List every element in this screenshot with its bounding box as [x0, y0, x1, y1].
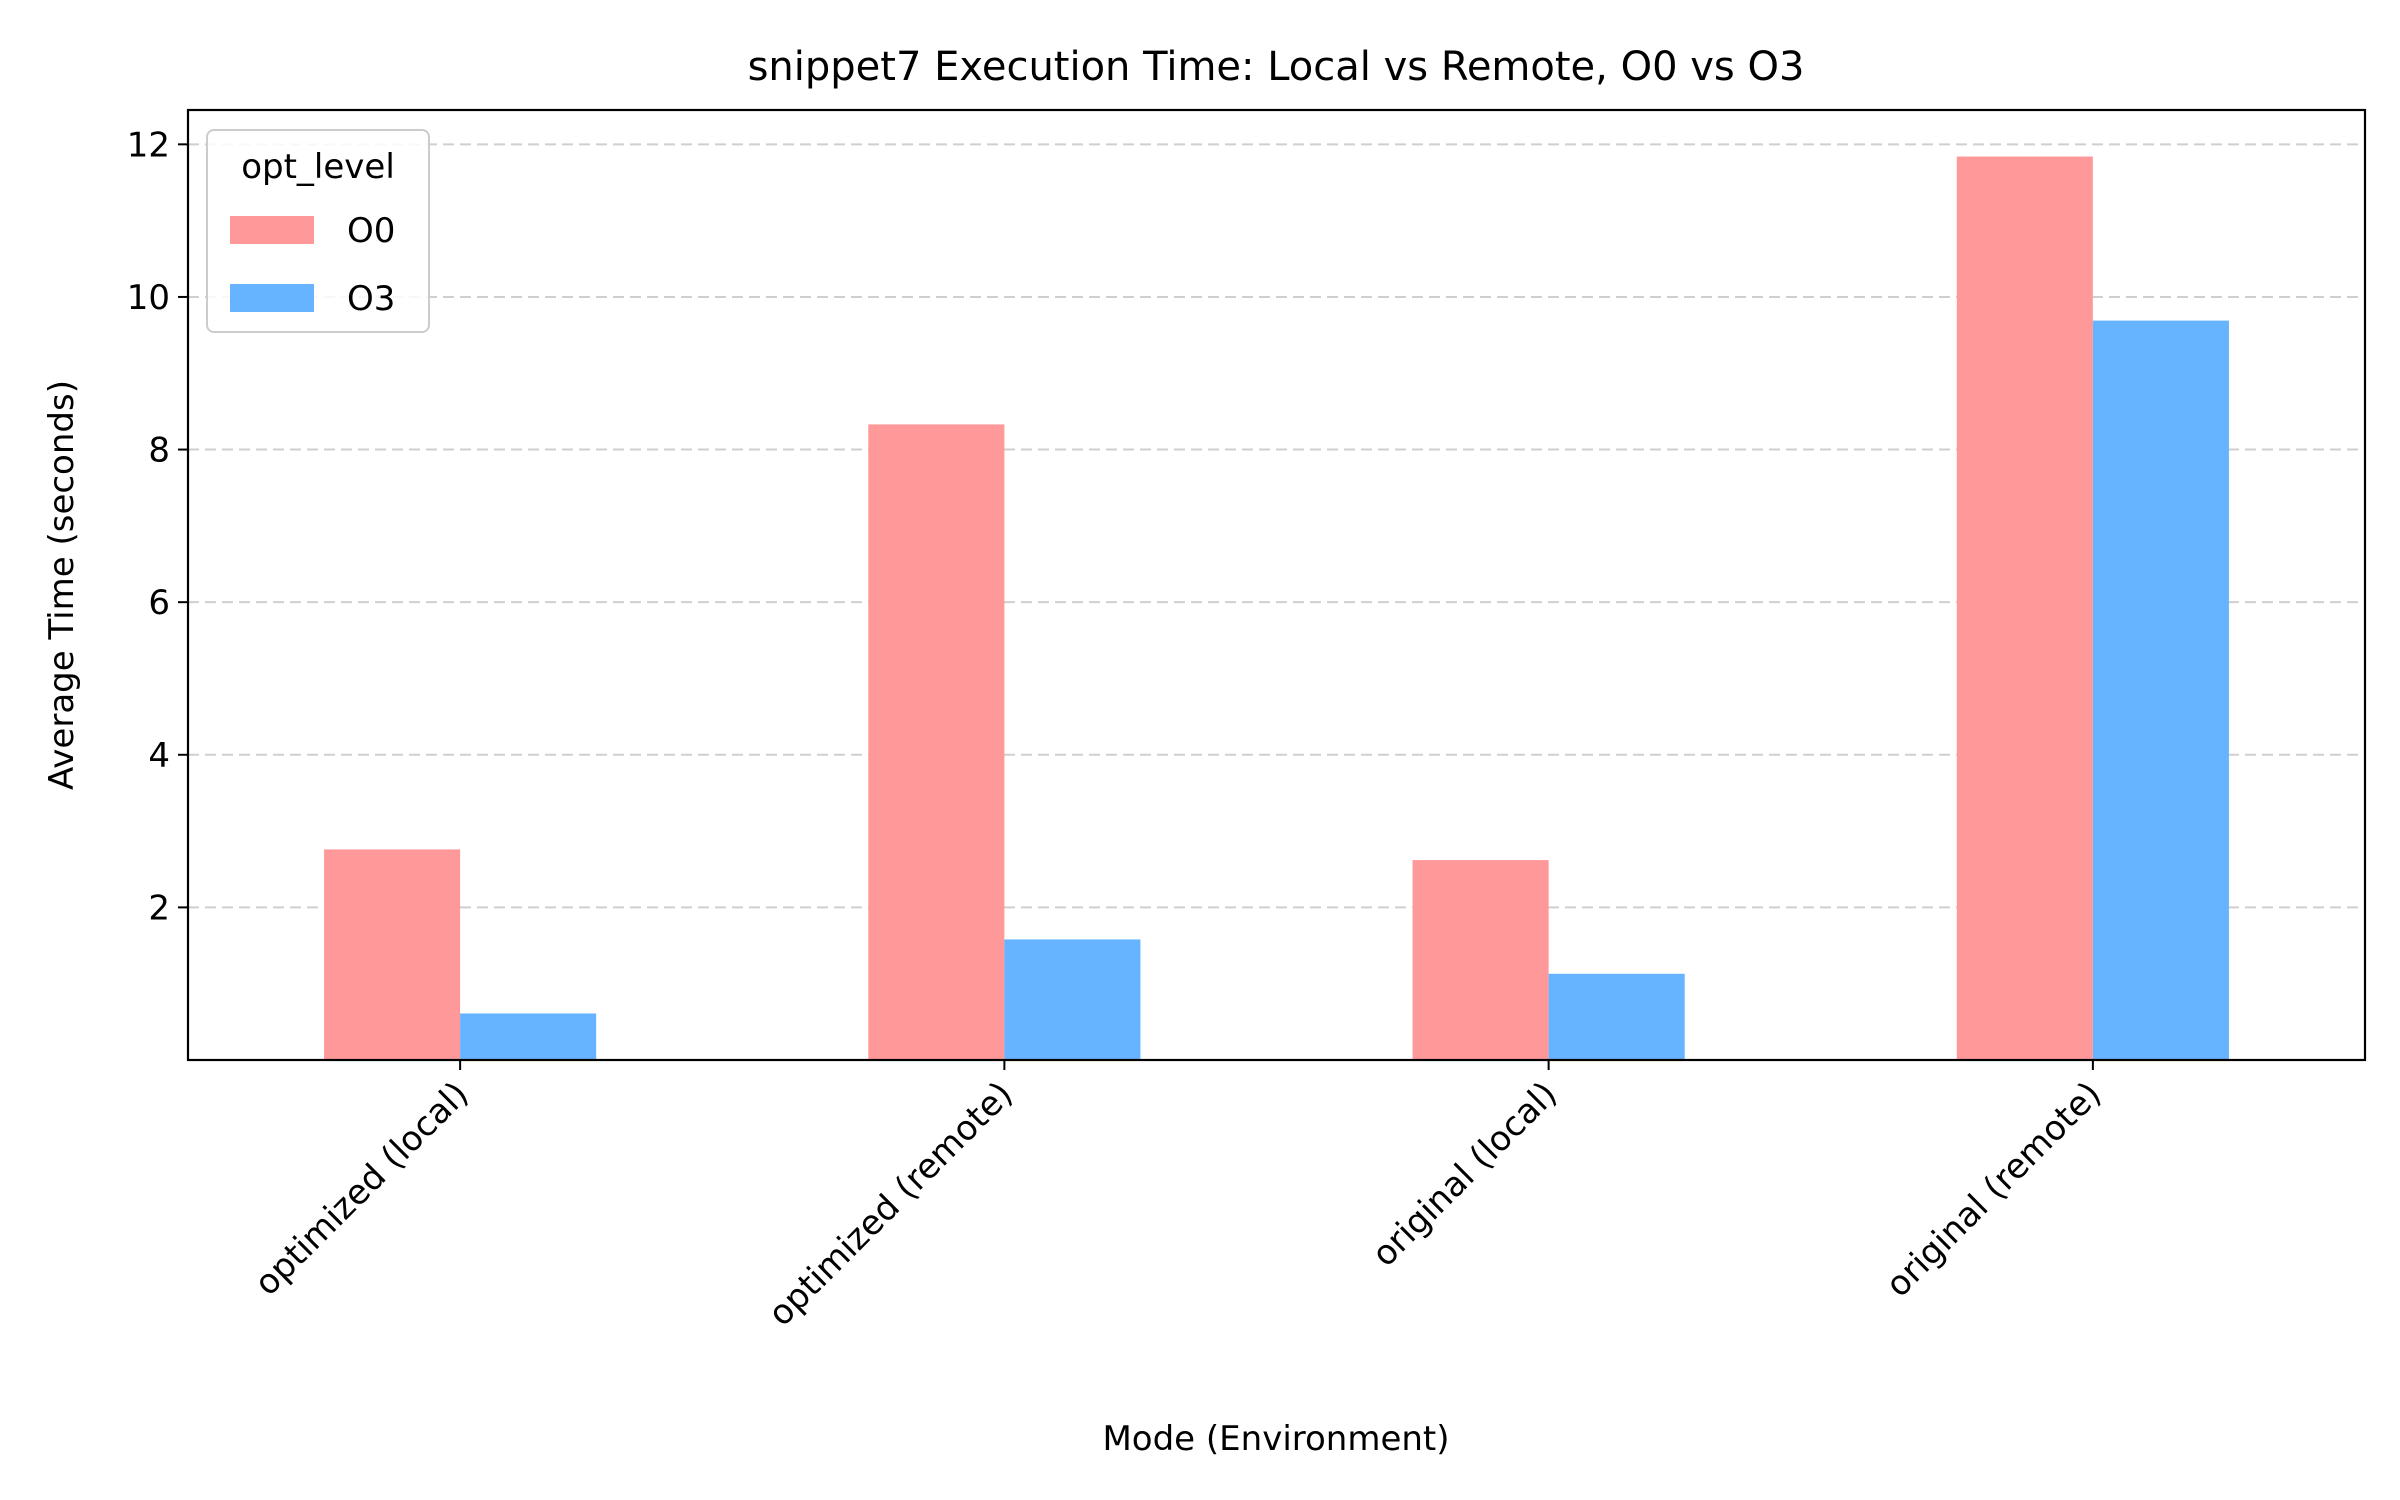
legend-swatch-o0 — [230, 216, 314, 244]
y-tick-label: 2 — [148, 888, 170, 928]
legend-swatch-o3 — [230, 284, 314, 312]
x-axis-label: Mode (Environment) — [1102, 1419, 1449, 1459]
y-axis-label: Average Time (seconds) — [42, 380, 82, 790]
bar-o0-4 — [1956, 156, 2093, 1060]
bar-o3-1 — [460, 1013, 597, 1060]
plot-frame — [186, 108, 2367, 1062]
legend: opt_level O0 O3 — [206, 129, 430, 333]
y-tick-label: 8 — [148, 431, 170, 471]
bars — [324, 156, 2229, 1060]
legend-title: opt_level — [241, 147, 395, 187]
legend-box — [206, 129, 430, 333]
y-tick-label: 12 — [127, 125, 170, 165]
y-tick-label: 6 — [148, 583, 170, 623]
chart-title: snippet7 Execution Time: Local vs Remote… — [748, 44, 1805, 90]
bar-o0-3 — [1412, 860, 1549, 1060]
bar-o0-2 — [868, 424, 1005, 1060]
y-axis: 2 4 6 8 10 12 — [127, 125, 188, 928]
legend-label-o3: O3 — [347, 279, 395, 319]
bar-o3-4 — [2092, 320, 2229, 1060]
bar-o3-3 — [1548, 973, 1685, 1060]
legend-label-o0: O0 — [347, 211, 395, 251]
y-gridlines — [188, 143, 2365, 909]
y-tick-label: 4 — [148, 736, 170, 776]
bar-o3-2 — [1004, 939, 1141, 1060]
y-tick-label: 10 — [127, 278, 170, 318]
bar-o0-1 — [324, 849, 461, 1060]
